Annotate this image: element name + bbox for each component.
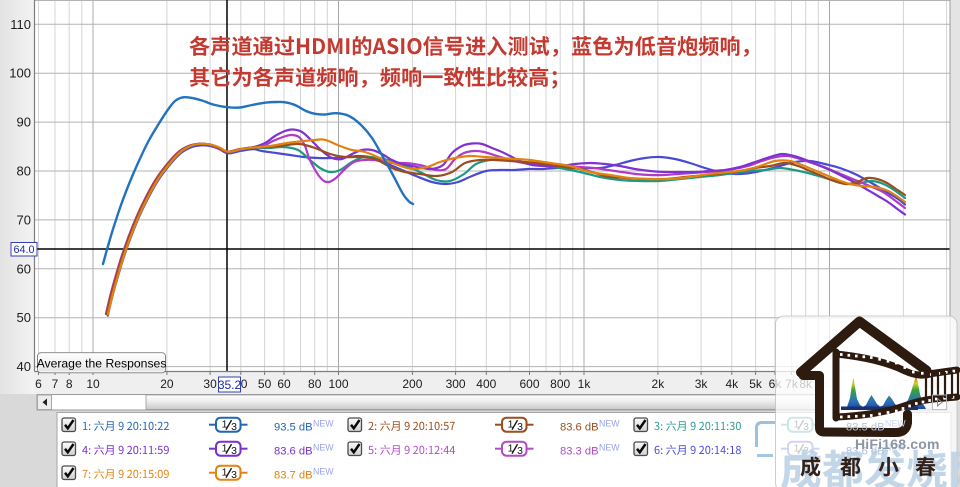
svg-text:NEW: NEW	[885, 443, 906, 453]
svg-text:Average the Responses: Average the Responses	[37, 357, 167, 371]
svg-text:83.5 dB: 83.5 dB	[846, 422, 885, 434]
svg-text:800: 800	[550, 377, 570, 391]
svg-text:7: 7	[52, 377, 59, 391]
svg-text:60: 60	[277, 377, 291, 391]
svg-text:1: 1	[508, 419, 514, 431]
svg-text:1: 1	[222, 467, 228, 479]
svg-text:NEW: NEW	[313, 467, 334, 477]
svg-text:3: 3	[231, 445, 237, 457]
svg-text:10: 10	[86, 377, 100, 391]
svg-text:3k: 3k	[695, 377, 709, 391]
svg-text:83.6 dB: 83.6 dB	[846, 446, 885, 458]
svg-text:83.7 dB: 83.7 dB	[274, 469, 313, 481]
svg-text:2k: 2k	[652, 377, 666, 391]
svg-text:50: 50	[17, 310, 31, 325]
svg-text:30: 30	[203, 377, 217, 391]
svg-text:NEW: NEW	[885, 419, 906, 429]
svg-text:83.6 dB: 83.6 dB	[274, 445, 313, 457]
svg-text:100: 100	[328, 377, 348, 391]
svg-text:70: 70	[17, 212, 31, 227]
svg-text:100: 100	[9, 66, 31, 81]
svg-text:1k: 1k	[578, 377, 592, 391]
svg-text:3: 3	[517, 421, 523, 433]
svg-text:1: 1	[508, 443, 514, 455]
svg-text:1: 1	[222, 419, 228, 431]
svg-text:6: 6	[35, 377, 42, 391]
svg-text:80: 80	[17, 164, 31, 179]
svg-text:NEW: NEW	[313, 419, 334, 429]
svg-text:NEW: NEW	[599, 419, 620, 429]
svg-text:40: 40	[17, 359, 31, 374]
svg-text:80: 80	[308, 377, 322, 391]
svg-text:NEW: NEW	[599, 443, 620, 453]
svg-text:300: 300	[446, 377, 466, 391]
svg-text:20: 20	[160, 377, 174, 391]
svg-text:1: 1	[222, 443, 228, 455]
svg-text:5k: 5k	[749, 377, 763, 391]
svg-text:35.2: 35.2	[218, 378, 242, 392]
svg-text:3: 3	[231, 421, 237, 433]
svg-text:3: 3	[517, 445, 523, 457]
svg-text:200: 200	[402, 377, 422, 391]
svg-text:83.3 dB: 83.3 dB	[560, 445, 599, 457]
svg-text:HiFi168.com: HiFi168.com	[855, 436, 940, 452]
svg-text:93.5 dB: 93.5 dB	[274, 421, 313, 433]
svg-text:NEW: NEW	[313, 443, 334, 453]
svg-text:60: 60	[17, 261, 31, 276]
svg-text:83.6 dB: 83.6 dB	[560, 421, 599, 433]
svg-text:8: 8	[66, 377, 73, 391]
svg-text:50: 50	[258, 377, 272, 391]
svg-text:3: 3	[231, 469, 237, 481]
svg-text:64.0: 64.0	[13, 244, 34, 256]
svg-text:4k: 4k	[725, 377, 739, 391]
svg-text:400: 400	[476, 377, 496, 391]
svg-text:110: 110	[10, 17, 31, 32]
svg-text:600: 600	[519, 377, 539, 391]
svg-text:90: 90	[17, 115, 31, 130]
